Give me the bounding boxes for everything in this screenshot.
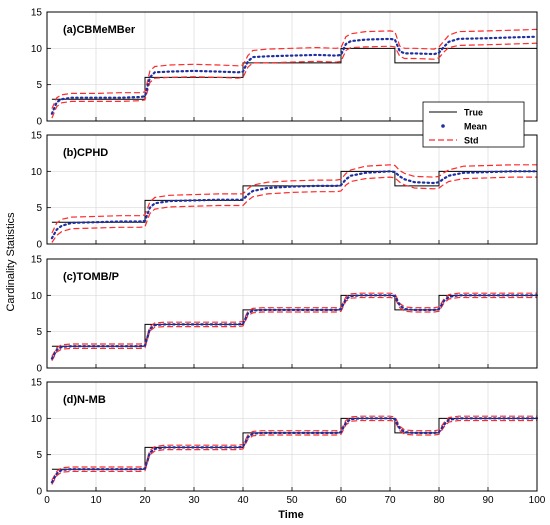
x-tick-label: 80 — [433, 495, 445, 506]
panel-1: 0 5 10 15 (a)CBMeMBer — [31, 8, 539, 128]
y-tick-label: 0 — [36, 117, 42, 128]
legend-entry-true: True — [464, 108, 483, 118]
panel-3: 0 5 10 15 (c)TOMB/P — [31, 255, 539, 375]
plot-frame — [46, 381, 538, 492]
mean-line — [50, 35, 539, 115]
panel-label: (d)N-MB — [63, 394, 106, 406]
legend-entry-std: Std — [464, 136, 479, 146]
y-tick-label: 10 — [31, 414, 43, 425]
true-cardinality-line — [51, 47, 537, 100]
y-tick-label: 0 — [36, 364, 42, 375]
x-tick-label: 40 — [237, 495, 249, 506]
panel-label: (a)CBMeMBer — [63, 24, 136, 36]
std-upper-line — [51, 292, 537, 357]
std-upper-line — [51, 415, 537, 481]
legend-entry-mean: Mean — [464, 122, 487, 132]
x-tick-label: 10 — [90, 495, 102, 506]
y-tick-label: 10 — [31, 44, 43, 55]
legend-swatch-mean — [441, 124, 445, 128]
y-tick-label: 5 — [36, 450, 42, 461]
true-cardinality-line — [51, 170, 537, 223]
std-lower-line — [51, 176, 537, 243]
std-upper-line — [51, 164, 537, 234]
y-tick-label: 0 — [36, 240, 42, 251]
mean-line — [50, 170, 539, 240]
panel-2: 0 5 10 15 (b)CPHD — [31, 131, 539, 251]
plot-frame — [46, 11, 538, 122]
y-tick-label: 5 — [36, 327, 42, 338]
x-tick-label: 20 — [139, 495, 151, 506]
plot-frame — [46, 134, 538, 245]
x-tick-label: 30 — [188, 495, 200, 506]
x-tick-label: 0 — [44, 495, 50, 506]
y-tick-label: 0 — [36, 487, 42, 498]
figure-x-axis-label: Time — [278, 509, 303, 521]
panel-4: 0 5 10 15 0 10 20 30 40 50 60 70 80 90 100 (d)N-MB — [31, 378, 546, 507]
y-tick-label: 15 — [31, 378, 43, 389]
legend: True Mean Std — [422, 101, 525, 148]
x-tick-label: 70 — [384, 495, 396, 506]
std-lower-line — [51, 419, 537, 485]
y-tick-label: 15 — [31, 131, 43, 142]
mean-line — [50, 294, 539, 360]
figure-y-axis-label: Cardinality Statistics — [5, 212, 17, 312]
panels-container: 0 5 10 15 (a)CBMeMBer 0 5 10 15 (b)CPHD 0 5 10 15 (c)T… — [31, 8, 546, 507]
panel-label: (c)TOMB/P — [63, 271, 119, 283]
panel-label: (b)CPHD — [63, 147, 108, 159]
y-tick-label: 10 — [31, 291, 43, 302]
mean-line — [50, 417, 539, 484]
std-lower-line — [51, 296, 537, 361]
y-tick-label: 5 — [36, 203, 42, 214]
y-tick-label: 15 — [31, 255, 43, 266]
x-tick-label: 50 — [286, 495, 298, 506]
x-tick-label: 100 — [529, 495, 546, 506]
y-tick-label: 10 — [31, 167, 43, 178]
plot-frame — [46, 258, 538, 369]
y-tick-label: 5 — [36, 80, 42, 91]
std-lower-line — [51, 42, 538, 119]
y-tick-label: 15 — [31, 8, 43, 19]
x-tick-label: 60 — [335, 495, 347, 506]
x-tick-label: 90 — [482, 495, 494, 506]
